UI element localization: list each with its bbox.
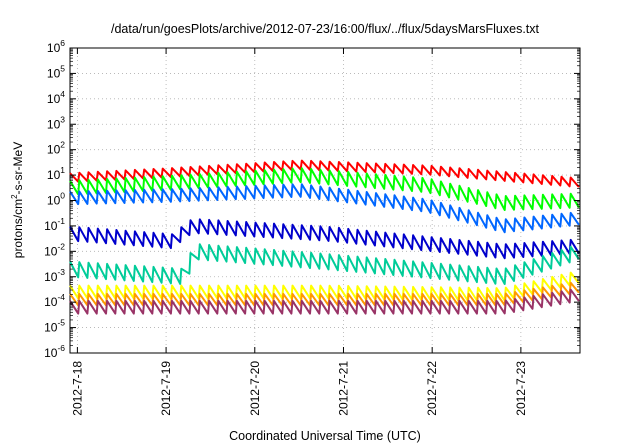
chart-title: /data/run/goesPlots/archive/2012-07-23/1… xyxy=(111,22,540,36)
y-tick-label: 10-1 xyxy=(44,216,65,233)
y-axis-label-prefix: protons/cm xyxy=(11,199,25,258)
y-tick-label: 101 xyxy=(47,165,65,182)
y-tick-label: 10-3 xyxy=(44,267,65,284)
y-tick-base: 10 xyxy=(44,244,58,258)
y-tick-base: 10 xyxy=(44,219,58,233)
y-tick-base: 10 xyxy=(44,295,58,309)
y-tick-label: 10-5 xyxy=(44,318,65,335)
series-line-1 xyxy=(69,159,580,188)
x-tick-label: 2012-7-19 xyxy=(159,361,173,416)
y-tick-base: 10 xyxy=(47,66,61,80)
y-tick-exp: -3 xyxy=(57,267,65,277)
x-tick-label: 2012-7-22 xyxy=(425,361,439,416)
x-ticks: 2012-7-18 2012-7-19 2012-7-20 2012-7-21 2012… xyxy=(70,48,528,416)
y-tick-exp: 1 xyxy=(60,165,65,175)
y-tick-exp: -6 xyxy=(57,343,65,353)
series-line-8 xyxy=(69,288,580,315)
y-tick-exp: 2 xyxy=(60,140,65,150)
y-tick-exp: 4 xyxy=(60,89,65,99)
y-tick-base: 10 xyxy=(44,346,58,360)
x-tick-label: 2012-7-18 xyxy=(70,361,84,416)
y-tick-label: 104 xyxy=(47,89,65,106)
y-axis-label-sup: 2 xyxy=(10,194,19,199)
y-tick-base: 10 xyxy=(47,117,61,131)
series-line-6 xyxy=(69,271,580,302)
y-tick-label: 106 xyxy=(47,38,65,55)
y-tick-label: 102 xyxy=(47,140,65,157)
y-tick-label: 100 xyxy=(47,191,65,208)
y-tick-exp: 0 xyxy=(60,191,65,201)
series-group xyxy=(69,159,580,315)
x-tick-label: 2012-7-20 xyxy=(248,361,262,416)
y-tick-exp: -2 xyxy=(57,241,65,251)
y-tick-label: 10-4 xyxy=(44,292,65,309)
y-tick-label: 10-2 xyxy=(44,241,65,258)
x-axis-label: Coordinated Universal Time (UTC) xyxy=(229,429,421,443)
y-tick-base: 10 xyxy=(47,143,61,157)
y-tick-base: 10 xyxy=(44,321,58,335)
y-tick-base: 10 xyxy=(47,194,61,208)
series-line-4 xyxy=(69,218,580,260)
y-axis-label-suffix: -s-sr-MeV xyxy=(11,142,25,195)
y-tick-label: 105 xyxy=(47,63,65,80)
series-line-7 xyxy=(69,281,580,307)
y-tick-label: 10-6 xyxy=(44,343,65,360)
y-tick-exp: 5 xyxy=(60,63,65,73)
series-line-5 xyxy=(69,243,580,285)
y-tick-exp: 3 xyxy=(60,114,65,124)
series-line-2 xyxy=(69,167,580,211)
y-axis-label: protons/cm2-s-sr-MeV xyxy=(10,142,25,258)
x-tick-label: 2012-7-21 xyxy=(336,361,350,416)
y-tick-label: 103 xyxy=(47,114,65,131)
y-tick-exp: -4 xyxy=(57,292,65,302)
x-tick-label: 2012-7-23 xyxy=(514,361,528,416)
y-tick-base: 10 xyxy=(44,270,58,284)
y-tick-base: 10 xyxy=(47,41,61,55)
y-tick-exp: 6 xyxy=(60,38,65,48)
y-tick-exp: -5 xyxy=(57,318,65,328)
series-line-3 xyxy=(69,183,580,234)
y-tick-base: 10 xyxy=(47,92,61,106)
y-tick-exp: -1 xyxy=(57,216,65,226)
y-ticks: 10-610-510-410-310-210-11001011021031041… xyxy=(44,38,580,360)
y-tick-base: 10 xyxy=(47,168,61,182)
